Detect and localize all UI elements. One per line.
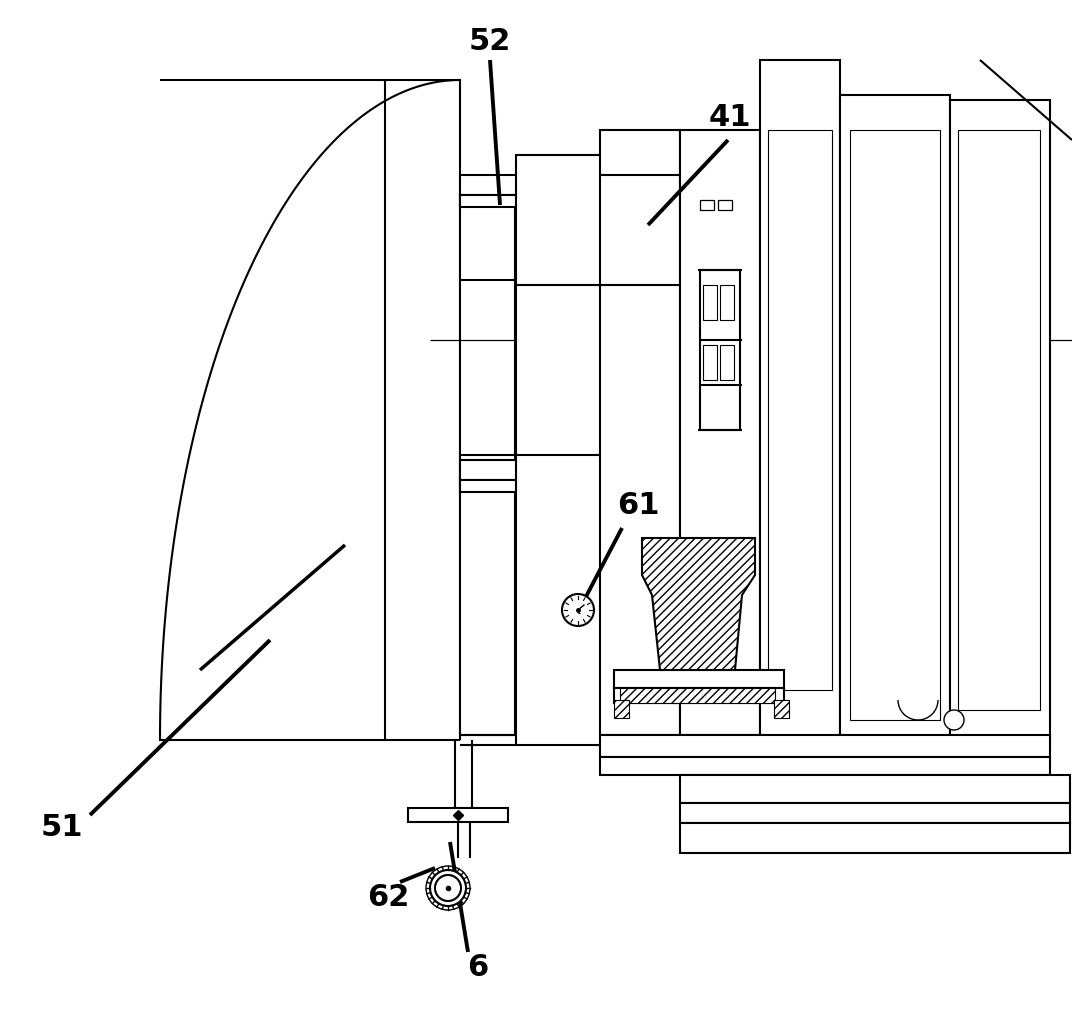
Bar <box>950 100 1049 745</box>
Bar <box>460 480 518 492</box>
Text: 62: 62 <box>367 883 410 912</box>
Bar <box>680 775 1070 803</box>
Bar <box>850 130 940 720</box>
Bar <box>525 463 533 469</box>
Bar <box>703 345 717 380</box>
Text: 61: 61 <box>616 491 659 520</box>
Bar <box>840 95 950 750</box>
Text: 6: 6 <box>467 953 489 982</box>
Text: 51: 51 <box>41 814 84 843</box>
Circle shape <box>430 870 466 906</box>
Bar <box>958 130 1040 710</box>
Bar <box>600 130 680 735</box>
Bar <box>718 200 732 210</box>
Bar <box>680 823 1070 853</box>
Bar <box>460 195 520 207</box>
Bar <box>528 179 537 185</box>
Bar <box>516 155 601 745</box>
Bar <box>703 285 717 320</box>
Bar <box>620 688 775 703</box>
Bar <box>528 188 537 194</box>
Bar <box>774 700 789 718</box>
Bar <box>528 187 538 195</box>
Bar <box>528 178 538 186</box>
Circle shape <box>435 875 461 901</box>
Polygon shape <box>642 538 755 670</box>
Bar <box>700 200 714 210</box>
Circle shape <box>944 710 964 730</box>
Bar <box>768 130 832 690</box>
Circle shape <box>562 594 594 626</box>
Bar <box>460 460 530 480</box>
Bar <box>460 175 535 195</box>
Bar <box>525 472 533 478</box>
Bar <box>720 285 734 320</box>
Bar <box>600 735 1049 757</box>
Bar <box>614 670 784 688</box>
Bar <box>600 757 1049 775</box>
Bar <box>700 270 740 430</box>
Text: 1: 1 <box>576 609 580 615</box>
Bar <box>720 345 734 380</box>
Bar <box>408 808 508 822</box>
Bar <box>680 803 1070 823</box>
Text: 41: 41 <box>709 103 751 132</box>
Bar <box>614 688 784 703</box>
Bar <box>524 471 534 479</box>
Bar <box>524 462 534 470</box>
Bar <box>614 700 629 718</box>
Bar <box>680 130 760 735</box>
Text: 52: 52 <box>468 28 511 57</box>
Bar <box>760 60 840 750</box>
Bar <box>460 195 515 735</box>
